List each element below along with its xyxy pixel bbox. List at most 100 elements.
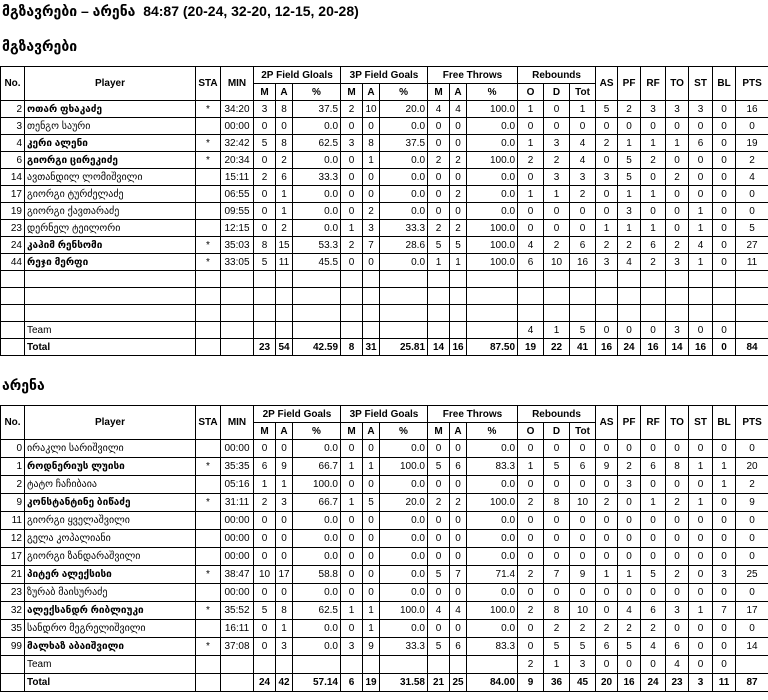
cell: * xyxy=(195,100,221,118)
player-row: 17 გიორგი ზანდარაშვილი 00:00 0 0 0.0 0 0 0.0 0 0 0.… xyxy=(0,547,768,566)
cell xyxy=(0,270,25,288)
column-header: Rebounds xyxy=(517,405,597,423)
column-header: STA xyxy=(195,66,221,101)
cell: 3 xyxy=(362,219,381,237)
cell: 3 xyxy=(340,637,363,656)
player-row: 24 კაჰიმ რენსომი * 35:03 8 15 53.3 2 7 28.6 5 5 100.… xyxy=(0,236,768,254)
cell: 0 xyxy=(427,547,450,566)
cell: 0.0 xyxy=(379,475,428,494)
total-row: Total 23 54 42.59 8 31 25.81 14 16 87.50 19 22 41 16 2… xyxy=(0,338,768,356)
cell xyxy=(665,304,690,322)
cell: 3 xyxy=(665,100,690,118)
cell: 0 xyxy=(595,321,619,339)
cell: 8 xyxy=(665,457,690,476)
cell: 1 xyxy=(449,253,468,271)
cell: 16 xyxy=(735,100,768,118)
cell: Team xyxy=(24,321,196,339)
cell xyxy=(362,655,380,674)
cell: 0 xyxy=(595,547,619,566)
sub-header: % xyxy=(379,83,429,101)
cell xyxy=(379,287,429,305)
cell: 0 xyxy=(617,493,642,512)
cell: 100.0 xyxy=(465,493,519,512)
cell: 05:16 xyxy=(220,475,254,494)
cell: 0 xyxy=(688,321,714,339)
cell: 9 xyxy=(275,457,293,476)
cell xyxy=(449,304,468,322)
cell: 5 xyxy=(569,637,597,656)
cell: 2 xyxy=(449,151,468,169)
cell: 1 xyxy=(340,493,363,512)
cell xyxy=(569,270,597,288)
cell: 0.0 xyxy=(465,475,519,494)
cell: 16 xyxy=(449,338,468,356)
cell xyxy=(253,270,276,288)
cell: 0 xyxy=(688,619,714,638)
cell: 58.8 xyxy=(292,565,341,584)
cell: 100.0 xyxy=(465,601,519,620)
cell: 1 xyxy=(595,565,619,584)
cell: 25 xyxy=(449,673,467,692)
cell: 5 xyxy=(253,601,276,620)
player-row: 14 ავთანდილ ლომიშვილი 15:11 2 6 33.3 0 0 0.0 0 0 0.… xyxy=(0,168,768,186)
column-header: No. xyxy=(0,66,25,101)
cell: 0 xyxy=(735,529,768,548)
cell: 0 xyxy=(665,219,690,237)
player-row: 23 დერნელ ტეილორი 12:15 0 2 0.0 1 3 33.3 2 2 100.0 0… xyxy=(0,219,768,237)
cell: 4 xyxy=(688,236,714,254)
cell: 5 xyxy=(617,168,642,186)
cell xyxy=(275,655,293,674)
cell: 19 xyxy=(362,673,380,692)
cell xyxy=(340,287,364,305)
cell xyxy=(712,270,737,288)
cell: ტატო ჩაჩიბაია xyxy=(24,475,196,494)
cell: 24 xyxy=(617,338,642,356)
cell: 5 xyxy=(543,457,571,476)
cell: 0 xyxy=(665,619,690,638)
cell xyxy=(379,304,429,322)
cell: 0 xyxy=(665,202,690,220)
cell: * xyxy=(195,457,221,476)
cell: 0 xyxy=(735,547,768,566)
cell: 0 xyxy=(735,185,768,203)
cell: 0.0 xyxy=(465,619,519,638)
cell xyxy=(195,321,221,339)
cell xyxy=(465,655,519,674)
cell: 1 xyxy=(617,565,642,584)
cell: 3 xyxy=(595,168,619,186)
player-row: Team 4 1 5 0 0 0 3 0 0 xyxy=(0,321,768,339)
cell: 0 xyxy=(712,338,737,356)
cell: 14 xyxy=(665,338,690,356)
cell: 0.0 xyxy=(379,439,428,458)
cell xyxy=(24,287,196,305)
cell: 0 xyxy=(595,117,619,135)
cell: 0 xyxy=(712,185,737,203)
cell: 5 xyxy=(253,134,276,152)
cell: 0 xyxy=(340,547,363,566)
cell: 9 xyxy=(362,637,380,656)
cell: 0 xyxy=(362,583,380,602)
cell xyxy=(362,287,381,305)
cell: 1 xyxy=(688,219,714,237)
cell: 1 xyxy=(275,185,293,203)
cell: 3 xyxy=(665,601,690,620)
sub-header: M xyxy=(427,422,450,440)
cell: 0 xyxy=(688,117,714,135)
cell xyxy=(735,321,768,339)
cell xyxy=(0,304,25,322)
cell xyxy=(195,583,221,602)
cell: გიორგი ტურძელაძე xyxy=(24,185,196,203)
cell: 0 xyxy=(640,117,667,135)
cell: 32 xyxy=(0,601,25,620)
cell: 2 xyxy=(517,493,545,512)
cell: 16:11 xyxy=(220,619,254,638)
cell xyxy=(195,439,221,458)
cell xyxy=(275,287,293,305)
cell: დერნელ ტეილორი xyxy=(24,219,196,237)
cell: 4 xyxy=(449,100,468,118)
player-row: 21 პიტერ ალექსისი * 38:47 10 17 58.8 0 0 0.0 5 7 71.… xyxy=(0,565,768,584)
player-row: 99 მალხაზ აბაიშვილი * 37:08 0 3 0.0 3 9 33.3 5 6 83.… xyxy=(0,637,768,656)
cell: 6 xyxy=(640,236,667,254)
cell: 0 xyxy=(712,619,737,638)
cell: 1 xyxy=(427,253,451,271)
